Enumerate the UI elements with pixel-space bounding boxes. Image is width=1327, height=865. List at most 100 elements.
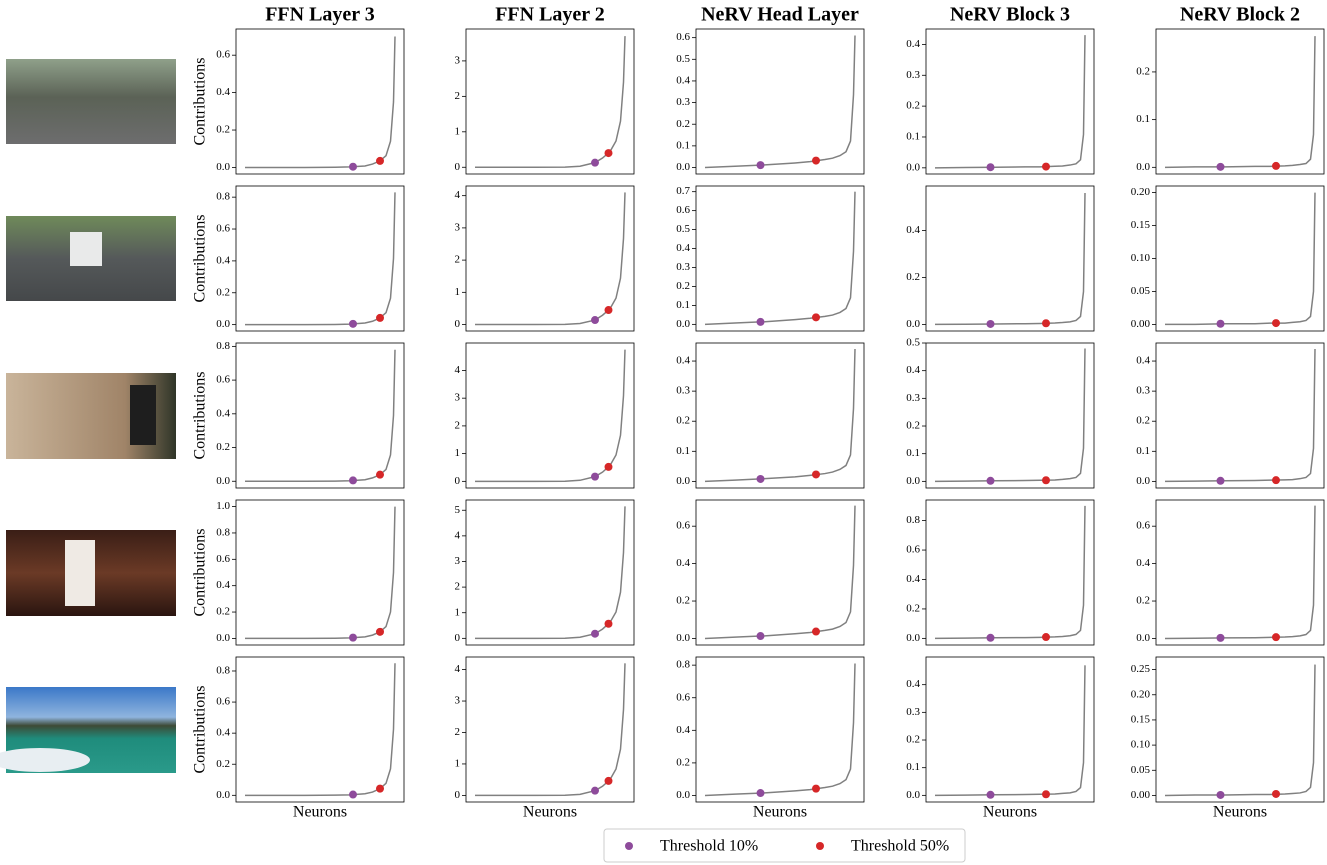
- y-tick-label: 0.6: [216, 553, 230, 565]
- threshold-point: [1216, 790, 1225, 799]
- plot-frame: [925, 28, 1095, 175]
- y-axis-label: Contributions: [192, 371, 209, 459]
- curve: [1165, 192, 1316, 326]
- plot-frame: [925, 499, 1095, 646]
- y-tick-label: 0.3: [676, 385, 690, 397]
- threshold-point: [1042, 319, 1050, 328]
- plot-frame: [235, 499, 405, 646]
- y-tick-label: 0.10: [1131, 252, 1151, 264]
- y-tick-label: 0.05: [1131, 285, 1151, 297]
- y-tick-label: 0.0: [1136, 475, 1150, 487]
- dress: [65, 540, 95, 606]
- ice: [0, 748, 90, 772]
- y-tick-label: 0.0: [1136, 632, 1150, 644]
- y-axis-label: Contributions: [192, 685, 209, 773]
- threshold-point: [376, 627, 384, 636]
- plot-frame: [925, 185, 1095, 332]
- y-tick-label: 1: [455, 286, 461, 298]
- curve: [704, 663, 856, 797]
- thumbnail: [6, 59, 176, 144]
- y-tick-label: 4: [455, 189, 461, 201]
- plot-frame: [465, 656, 635, 803]
- y-tick-label: 0.0: [216, 161, 230, 173]
- y-tick-label: 0.4: [906, 678, 920, 690]
- y-tick-label: 0: [455, 632, 461, 644]
- y-tick-label: 0.2: [216, 124, 230, 136]
- plot-frame: [695, 656, 865, 803]
- y-tick-label: 0.3: [1136, 385, 1150, 397]
- y-tick-label: 0.2: [1136, 65, 1150, 77]
- threshold-point: [376, 156, 384, 165]
- plot-frame: [465, 185, 635, 332]
- y-tick-label: 0.6: [216, 374, 230, 386]
- y-tick-label: 0.0: [216, 632, 230, 644]
- y-tick-label: 0.4: [216, 86, 230, 98]
- threshold-point: [376, 313, 384, 322]
- column-title: NeRV Head Layer: [701, 4, 859, 26]
- threshold-point: [604, 776, 613, 785]
- y-tick-label: 0.2: [906, 420, 920, 432]
- plot-frame: [465, 28, 635, 175]
- threshold-point: [591, 786, 599, 795]
- threshold-point: [349, 476, 357, 485]
- plot-frame: [235, 342, 405, 489]
- curve: [1164, 36, 1316, 169]
- y-tick-label: 0.2: [216, 286, 230, 298]
- y-tick-label: 0.6: [216, 696, 230, 708]
- threshold-point: [604, 306, 613, 315]
- curve: [934, 505, 1086, 640]
- curve: [245, 506, 396, 640]
- plot-frame: [235, 185, 405, 332]
- y-tick-label: 1: [455, 125, 461, 137]
- y-tick-label: 0.8: [216, 665, 230, 677]
- threshold-point: [1272, 319, 1280, 328]
- y-tick-label: 2: [455, 254, 461, 266]
- y-tick-label: 0.4: [906, 573, 920, 585]
- threshold-point: [1272, 789, 1280, 798]
- threshold-point: [591, 158, 599, 167]
- threshold-point: [1042, 790, 1050, 799]
- curve: [934, 665, 1086, 797]
- curve: [245, 36, 396, 169]
- y-tick-label: 0.6: [906, 544, 920, 556]
- y-tick-label: 0.0: [216, 318, 230, 330]
- plot-frame: [695, 342, 865, 489]
- y-tick-label: 0.6: [676, 520, 690, 532]
- x-axis-label: Neurons: [293, 804, 347, 821]
- curve: [704, 348, 856, 483]
- plot-frame: [1155, 499, 1325, 646]
- legend-box: [603, 828, 966, 863]
- person: [130, 385, 156, 445]
- y-tick-label: 0.4: [1136, 557, 1150, 569]
- threshold-point: [986, 319, 995, 328]
- y-tick-label: 0.5: [906, 337, 920, 349]
- x-axis-label: Neurons: [523, 804, 577, 821]
- y-tick-label: 0.1: [906, 761, 920, 773]
- threshold-point: [1216, 162, 1225, 171]
- y-tick-label: 4: [455, 663, 461, 675]
- y-tick-label: 0.3: [906, 706, 920, 718]
- y-tick-label: 0.4: [676, 74, 690, 86]
- y-tick-label: 0.1: [906, 131, 920, 143]
- plot-frame: [1155, 342, 1325, 489]
- y-tick-label: 0.2: [676, 756, 690, 768]
- y-tick-label: 3: [455, 695, 461, 707]
- y-tick-label: 0.2: [216, 441, 230, 453]
- threshold-point: [1216, 319, 1225, 328]
- curve: [475, 349, 626, 483]
- curve: [475, 506, 626, 640]
- y-tick-label: 0.3: [676, 261, 690, 273]
- y-tick-label: 3: [455, 54, 461, 66]
- y-tick-label: 0.4: [676, 242, 690, 254]
- y-tick-label: 0.2: [1136, 415, 1150, 427]
- y-tick-label: 0.8: [216, 191, 230, 203]
- threshold-point: [986, 790, 995, 799]
- threshold-point: [604, 149, 613, 158]
- threshold-point: [349, 633, 357, 642]
- x-axis-label: Neurons: [983, 804, 1037, 821]
- x-axis-label: Neurons: [753, 804, 807, 821]
- y-tick-label: 0.1: [906, 447, 920, 459]
- y-tick-label: 0.0: [906, 318, 920, 330]
- y-tick-label: 0: [455, 161, 461, 173]
- y-tick-label: 0.2: [676, 280, 690, 292]
